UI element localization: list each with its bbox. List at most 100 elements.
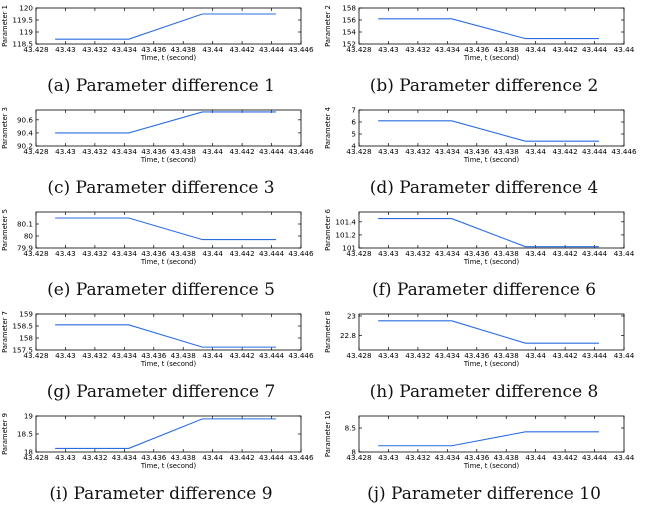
x-tick-label: 43.428 (23, 147, 49, 156)
x-tick-label: 43.44 (202, 249, 223, 258)
x-tick-label: 43.44 (614, 249, 635, 258)
x-tick-label: 43.444 (259, 147, 285, 156)
series-line (378, 218, 599, 248)
chart-svg: 43.428 43.43 43.432 43.434 43.436 43.438 43.44… (1, 412, 314, 471)
x-tick-label: 43.444 (259, 249, 285, 258)
series-line (55, 217, 276, 241)
x-tick-label: 43.428 (23, 351, 49, 360)
x-tick-label: 43.43 (55, 453, 76, 462)
x-tick-label: 43.428 (346, 147, 372, 156)
x-tick-label: 43.428 (23, 45, 49, 54)
panel-caption: (i) Parameter difference 9 (49, 484, 273, 504)
y-axis-label: Parameter 1 (1, 5, 9, 47)
x-tick-label: 43.436 (141, 45, 167, 54)
y-axis-label: Parameter 9 (1, 413, 9, 455)
x-tick-label: 43.434 (112, 249, 138, 258)
plot-frame (358, 415, 625, 453)
x-tick-label: 43.442 (553, 453, 578, 462)
y-tick-label: 5 (351, 130, 356, 139)
y-tick-label: 8.5 (345, 424, 356, 433)
y-axis-label: Parameter 10 (324, 411, 332, 457)
x-tick-label: 43.434 (435, 147, 461, 156)
y-tick-label: 4 (351, 142, 356, 151)
y-tick-label: 154 (342, 28, 356, 37)
plot-frame (35, 415, 302, 453)
x-tick-label: 43.446 (288, 351, 314, 360)
x-tick-label: 43.442 (553, 45, 578, 54)
x-tick-label: 43.436 (464, 45, 490, 54)
x-tick-label: 43.438 (494, 249, 520, 258)
chart-panel-3: 43.428 43.43 43.432 43.434 43.436 43.438 43.44… (0, 102, 322, 203)
x-tick-label: 43.432 (82, 45, 107, 54)
x-tick-label: 43.444 (582, 249, 608, 258)
x-tick-label: 43.428 (346, 249, 372, 258)
y-tick-label: 152 (342, 40, 356, 49)
chart-svg: 43.428 43.43 43.432 43.434 43.436 43.438 43.44… (1, 310, 314, 369)
x-tick-label: 43.436 (141, 453, 167, 462)
x-axis-label: Time, t (second) (463, 258, 520, 266)
x-tick-label: 43.436 (464, 453, 490, 462)
x-tick-label: 43.43 (55, 147, 76, 156)
x-tick-label: 43.43 (378, 453, 399, 462)
panel-caption: (e) Parameter difference 5 (47, 280, 275, 300)
series-line (378, 18, 599, 40)
y-axis-label: Parameter 3 (1, 107, 9, 149)
x-tick-label: 43.446 (611, 147, 637, 156)
x-tick-label: 43.438 (171, 351, 197, 360)
x-tick-label: 43.444 (582, 351, 608, 360)
y-tick-label: 6 (351, 118, 356, 127)
x-tick-label: 43.438 (171, 249, 197, 258)
panel-caption: (a) Parameter difference 1 (47, 76, 275, 96)
y-tick-label: 119.5 (12, 16, 33, 25)
x-axis-label: Time, t (second) (463, 54, 520, 62)
x-tick-label: 43.432 (82, 453, 107, 462)
series-line (378, 431, 599, 447)
x-tick-label: 43.438 (171, 147, 197, 156)
x-tick-label: 43.434 (435, 351, 461, 360)
x-tick-label: 43.44 (202, 147, 223, 156)
series-line (378, 120, 599, 142)
plot-frame (358, 211, 625, 249)
series-line (55, 418, 276, 449)
y-tick-label: 119 (19, 28, 33, 37)
x-tick-label: 43.43 (378, 249, 399, 258)
chart-svg: 43.428 43.43 43.432 43.434 43.436 43.438 43.44… (324, 4, 635, 63)
series-line (55, 324, 276, 348)
chart-svg: 43.428 43.43 43.432 43.434 43.436 43.438 43.44… (324, 106, 637, 165)
x-tick-label: 43.444 (582, 453, 608, 462)
x-tick-label: 43.43 (55, 351, 76, 360)
x-tick-label: 43.432 (82, 249, 107, 258)
x-tick-label: 43.446 (288, 45, 314, 54)
y-axis-label: Parameter 7 (1, 311, 9, 353)
chart-panel-8: 43.428 43.43 43.432 43.434 43.436 43.438 43.44… (323, 306, 645, 407)
chart-panel-2: 43.428 43.43 43.432 43.434 43.436 43.438 43.44… (323, 0, 645, 101)
x-tick-label: 43.442 (230, 147, 255, 156)
x-tick-label: 43.438 (494, 453, 520, 462)
x-axis-label: Time, t (second) (140, 258, 197, 266)
panel-caption: (f) Parameter difference 6 (371, 280, 597, 300)
y-tick-label: 8 (351, 448, 356, 457)
x-tick-label: 43.434 (435, 453, 461, 462)
x-tick-label: 43.44 (525, 147, 546, 156)
chart-panel-7: 43.428 43.43 43.432 43.434 43.436 43.438 43.44… (0, 306, 322, 407)
x-tick-label: 43.442 (230, 351, 255, 360)
x-tick-label: 43.44 (525, 453, 546, 462)
x-tick-label: 43.432 (405, 453, 430, 462)
y-axis-label: Parameter 2 (324, 5, 332, 47)
x-tick-label: 43.432 (405, 249, 430, 258)
x-axis-label: Time, t (second) (463, 360, 520, 368)
x-tick-label: 43.442 (553, 249, 578, 258)
y-tick-label: 159 (19, 310, 33, 319)
x-tick-label: 43.444 (582, 147, 608, 156)
y-tick-label: 80 (24, 232, 34, 241)
y-tick-label: 158 (342, 4, 356, 13)
y-axis-label: Parameter 5 (1, 209, 9, 251)
chart-panel-6: 43.428 43.43 43.432 43.434 43.436 43.438 43.44… (323, 204, 645, 305)
y-tick-label: 90.2 (17, 142, 33, 151)
y-tick-label: 90.6 (17, 115, 33, 124)
chart-panel-10: 43.428 43.43 43.432 43.434 43.436 43.438 43.44… (323, 408, 645, 509)
x-tick-label: 43.44 (202, 351, 223, 360)
x-tick-label: 43.444 (259, 351, 285, 360)
x-tick-label: 43.436 (464, 351, 490, 360)
